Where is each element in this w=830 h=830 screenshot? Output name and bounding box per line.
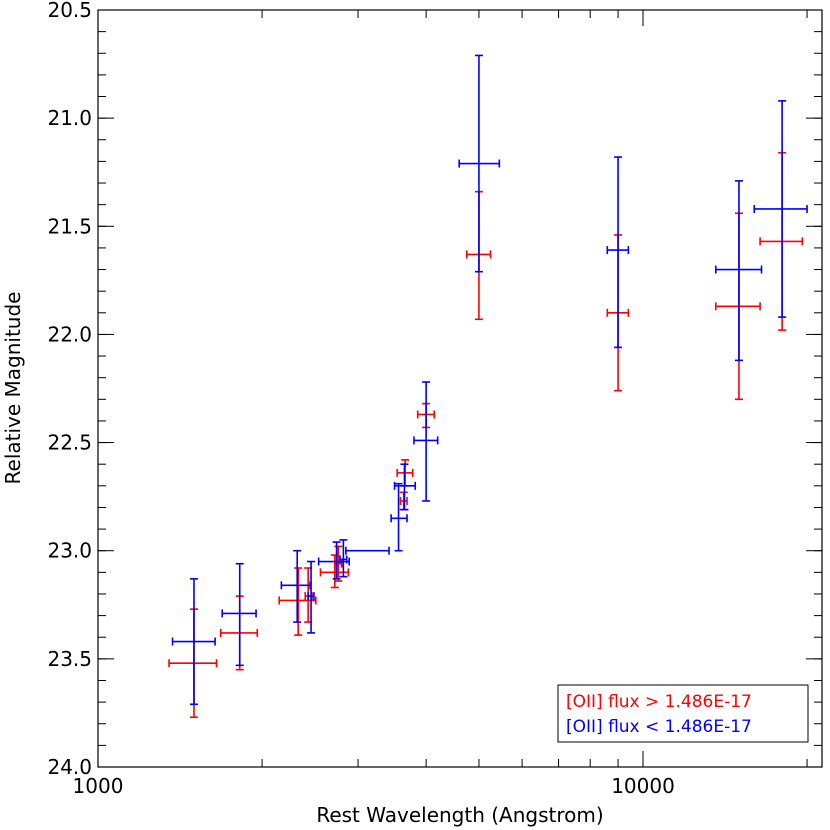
data-point: [714, 180, 763, 362]
x-axis-title: Rest Wavelength (Angstrom): [316, 803, 603, 827]
data-point: [171, 578, 216, 706]
y-tick-label: 22.0: [47, 322, 92, 346]
y-tick-label: 23.0: [47, 539, 92, 563]
x-tick-label: 10000: [611, 774, 675, 798]
series-0: [168, 151, 804, 719]
legend-entry-blue: [OII] flux < 1.486E-17: [566, 717, 752, 737]
plot-frame: [97, 9, 823, 768]
series-1: [171, 54, 808, 706]
data-point: [759, 151, 804, 331]
data-layer: [168, 54, 808, 719]
legend-entry-red: [OII] flux > 1.486E-17: [566, 692, 752, 712]
y-tick-label: 23.5: [47, 647, 92, 671]
data-point: [393, 463, 417, 511]
data-point: [339, 539, 348, 578]
legend-box: [557, 684, 809, 743]
data-point: [390, 482, 408, 552]
data-point: [714, 212, 761, 401]
data-point: [221, 562, 257, 667]
y-tick-label: 21.0: [47, 106, 92, 130]
data-point: [345, 546, 390, 555]
y-tick-label: 24.0: [47, 755, 92, 779]
x-tick-label: 1000: [73, 774, 124, 798]
data-point: [753, 100, 808, 318]
data-point: [317, 541, 350, 580]
legend: [OII] flux > 1.486E-17 [OII] flux < 1.48…: [557, 684, 809, 743]
y-tick-label: 22.5: [47, 431, 92, 455]
data-point: [458, 54, 501, 273]
y-tick-label: 20.5: [47, 0, 92, 22]
data-point: [413, 381, 439, 502]
data-point: [307, 560, 316, 634]
data-point: [168, 608, 218, 719]
data-point: [280, 549, 311, 623]
y-tick-label: 21.5: [47, 214, 92, 238]
data-point: [606, 156, 630, 349]
y-axis-title: Relative Magnitude: [1, 292, 25, 485]
